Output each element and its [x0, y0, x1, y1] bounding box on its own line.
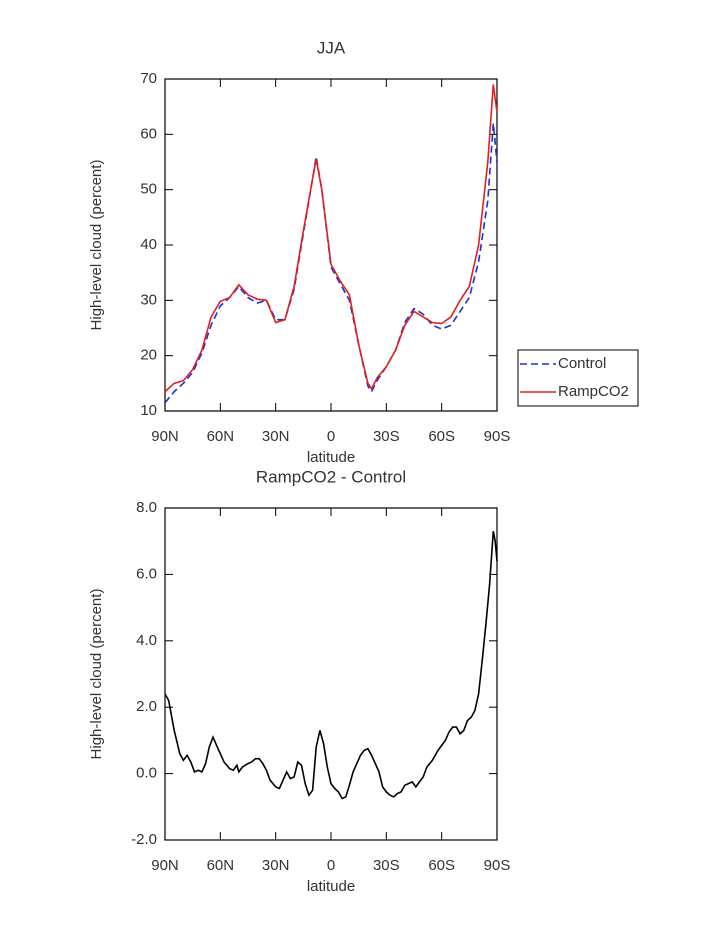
x-tick-label: 30S — [373, 857, 400, 874]
y-tick-label: 4.0 — [136, 632, 157, 649]
y-tick-label: -2.0 — [131, 831, 157, 848]
series-line — [164, 123, 498, 404]
x-tick-label: 90N — [151, 428, 179, 445]
y-tick-label: 70 — [140, 70, 157, 87]
y-tick-label: 10 — [140, 402, 157, 419]
y-tick-label: 0.0 — [136, 765, 157, 782]
x-tick-label: 60S — [428, 857, 455, 874]
x-tick-label: 30N — [262, 857, 290, 874]
y-tick-label: 2.0 — [136, 698, 157, 715]
chart-title: RampCO2 - Control — [256, 467, 406, 486]
y-tick-label: 6.0 — [136, 565, 157, 582]
y-axis-label: High-level cloud (percent) — [88, 160, 105, 331]
y-tick-label: 8.0 — [136, 499, 157, 516]
x-tick-label: 90S — [484, 857, 511, 874]
x-tick-label: 30S — [373, 428, 400, 445]
legend-box — [517, 349, 639, 407]
y-tick-label: 40 — [140, 236, 157, 253]
plot-frame — [164, 507, 498, 841]
y-tick-label: 30 — [140, 291, 157, 308]
x-tick-label: 0 — [327, 857, 335, 874]
series-line — [164, 84, 498, 393]
y-tick-label: 50 — [140, 181, 157, 198]
y-tick-label: 20 — [140, 347, 157, 364]
legend-label: Control — [558, 355, 606, 372]
x-axis-label: latitude — [307, 878, 355, 895]
x-tick-label: 60S — [428, 428, 455, 445]
x-tick-label: 0 — [327, 428, 335, 445]
x-axis-label: latitude — [307, 449, 355, 466]
y-axis-label: High-level cloud (percent) — [88, 589, 105, 760]
data-line — [164, 531, 498, 800]
x-tick-label: 90S — [484, 428, 511, 445]
x-tick-label: 60N — [207, 428, 235, 445]
x-tick-label: 90N — [151, 857, 179, 874]
plot-frame — [164, 78, 498, 412]
y-tick-label: 60 — [140, 125, 157, 142]
chart-title: JJA — [317, 38, 346, 57]
x-tick-label: 60N — [207, 857, 235, 874]
legend-label: RampCO2 — [558, 383, 629, 400]
x-tick-label: 30N — [262, 428, 290, 445]
